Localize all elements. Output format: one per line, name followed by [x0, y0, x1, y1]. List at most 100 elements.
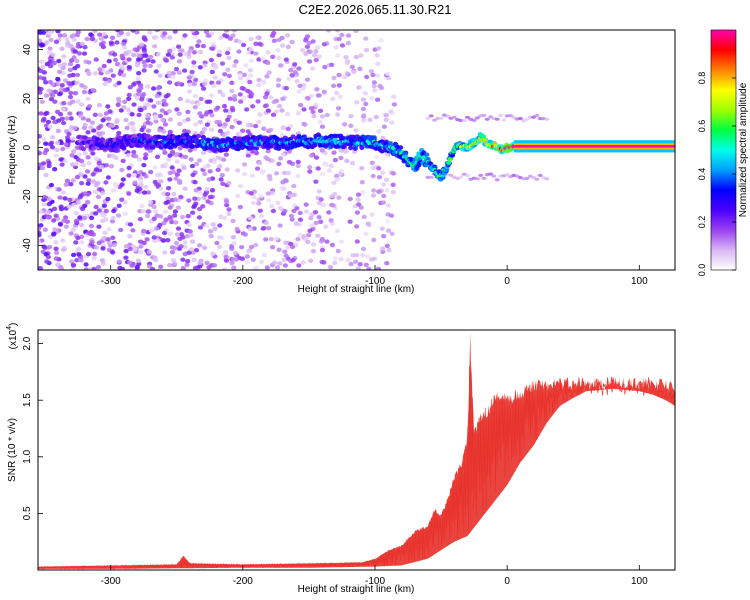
noise-speckle: [353, 128, 359, 133]
noise-speckle: [326, 210, 332, 215]
noise-speckle: [46, 215, 52, 220]
noise-speckle: [289, 39, 295, 45]
noise-speckle: [185, 117, 191, 122]
noise-speckle: [167, 262, 173, 268]
noise-speckle: [142, 63, 148, 69]
noise-speckle: [67, 197, 73, 203]
noise-speckle: [172, 261, 178, 266]
noise-speckle: [176, 44, 182, 49]
noise-speckle: [57, 63, 64, 68]
noise-speckle: [295, 159, 301, 165]
secondary-trace-point: [544, 117, 550, 121]
noise-speckle: [313, 102, 319, 108]
noise-speckle: [369, 257, 375, 262]
noise-speckle: [208, 127, 215, 132]
noise-speckle: [132, 247, 138, 252]
noise-speckle: [82, 122, 88, 128]
noise-speckle: [174, 232, 180, 237]
noise-speckle: [177, 96, 183, 102]
noise-speckle: [204, 187, 210, 192]
noise-speckle: [363, 101, 369, 107]
noise-speckle: [179, 232, 185, 237]
noise-speckle: [47, 50, 53, 55]
noise-speckle: [313, 57, 319, 63]
noise-speckle: [76, 152, 82, 157]
noise-speckle: [222, 72, 228, 77]
noise-speckle: [97, 32, 103, 37]
noise-speckle: [338, 257, 344, 262]
noise-speckle: [192, 180, 198, 185]
noise-speckle: [353, 30, 359, 34]
noise-speckle: [329, 242, 335, 248]
noise-speckle: [289, 244, 296, 250]
noise-speckle: [263, 155, 269, 160]
noise-speckle: [38, 68, 44, 74]
noise-speckle: [134, 62, 140, 68]
noise-speckle: [279, 186, 285, 191]
noise-speckle: [153, 115, 159, 121]
noise-speckle: [172, 213, 178, 218]
noise-speckle: [191, 63, 197, 69]
noise-speckle: [178, 194, 184, 200]
noise-speckle: [161, 220, 167, 226]
noise-speckle: [145, 128, 152, 133]
noise-speckle: [187, 89, 193, 94]
noise-speckle: [227, 36, 233, 41]
noise-speckle: [270, 112, 277, 118]
noise-speckle: [158, 214, 164, 219]
noise-speckle: [64, 219, 70, 224]
noise-speckle: [224, 30, 230, 33]
noise-speckle: [53, 240, 59, 245]
noise-speckle: [258, 193, 264, 198]
noise-speckle: [167, 215, 173, 220]
noise-speckle: [53, 213, 59, 218]
noise-speckle: [142, 36, 148, 42]
noise-speckle: [108, 40, 114, 45]
noise-speckle: [91, 128, 97, 133]
noise-speckle: [358, 205, 364, 210]
noise-speckle: [162, 209, 168, 215]
noise-speckle: [84, 36, 90, 42]
noise-speckle: [126, 92, 132, 98]
noise-speckle: [113, 57, 119, 63]
noise-speckle: [380, 200, 387, 205]
spectrogram-x-label: Height of straight line (km): [298, 284, 415, 295]
noise-speckle: [296, 89, 302, 94]
noise-speckle: [376, 46, 382, 51]
noise-speckle: [192, 196, 198, 201]
noise-speckle: [294, 79, 300, 84]
noise-speckle: [201, 195, 207, 200]
noise-speckle: [73, 161, 79, 167]
noise-speckle: [156, 100, 162, 105]
noise-speckle: [193, 122, 199, 127]
noise-speckle: [105, 196, 111, 202]
noise-speckle: [276, 247, 282, 252]
noise-speckle: [315, 233, 321, 238]
secondary-trace-point: [491, 174, 497, 178]
noise-speckle: [169, 250, 176, 255]
noise-speckle: [152, 44, 158, 49]
noise-speckle: [187, 148, 193, 153]
noise-speckle: [337, 94, 343, 100]
noise-speckle: [74, 32, 80, 38]
noise-speckle: [55, 30, 61, 34]
noise-speckle: [381, 182, 387, 187]
noise-speckle: [231, 30, 238, 33]
secondary-trace-point: [461, 118, 467, 123]
noise-speckle: [68, 231, 74, 236]
noise-speckle: [364, 74, 370, 80]
noise-speckle: [68, 44, 74, 49]
noise-speckle: [38, 162, 43, 167]
noise-speckle: [308, 106, 314, 111]
noise-speckle: [79, 181, 85, 186]
noise-speckle: [120, 177, 126, 182]
noise-speckle: [202, 245, 208, 250]
noise-speckle: [217, 164, 223, 169]
noise-speckle: [281, 257, 287, 263]
noise-speckle: [200, 150, 207, 155]
noise-speckle: [194, 161, 200, 167]
noise-speckle: [226, 207, 232, 212]
noise-speckle: [63, 182, 69, 187]
noise-speckle: [156, 63, 162, 68]
colorbar: 0.0 0.2 0.4 0.6 0.8 Normalized spectral ampl…: [697, 29, 749, 276]
